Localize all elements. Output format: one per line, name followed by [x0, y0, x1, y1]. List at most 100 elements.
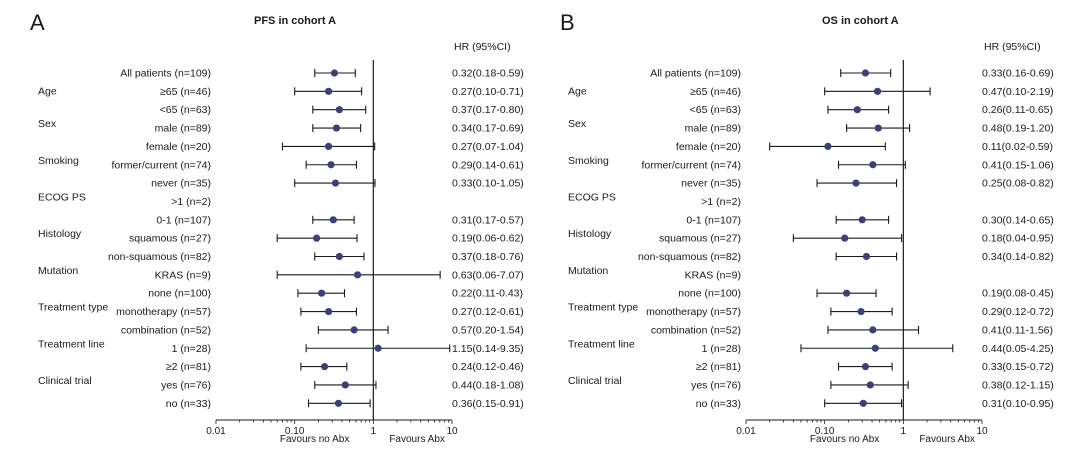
hr-point [873, 87, 882, 95]
hr-point [861, 69, 870, 77]
subgroup-label: female (n=20) [146, 141, 211, 153]
subgroup-label: monotherapy (n=57) [116, 306, 211, 318]
forest-row: Treatment line 1 (n=28) 1.15(0.14-9.35) [38, 338, 524, 355]
forest-row: never (n=35) 0.25(0.08-0.82) [681, 178, 1054, 190]
hr-ci-text: 0.36(0.15-0.91) [452, 398, 524, 410]
hr-ci-text: 0.33(0.16-0.69) [982, 68, 1054, 80]
favours-right-label: Favours Abx [919, 434, 975, 445]
subgroup-label: non-squamous (n=82) [108, 251, 211, 263]
subgroup-label: never (n=35) [681, 178, 741, 190]
hr-ci-text: 0.63(0.06-7.07) [452, 269, 524, 281]
forest-row: Age ≥65 (n=46) 0.47(0.10-2.19) [568, 85, 1054, 98]
hr-point [353, 271, 362, 279]
hr-ci-text: 0.26(0.11-0.65) [982, 104, 1053, 116]
forest-row: Treatment type monotherapy (n=57) 0.27(0.1… [38, 302, 524, 319]
hr-point [335, 106, 343, 114]
hr-ci-text: 0.31(0.10-0.95) [982, 398, 1054, 410]
hr-ci-text: 0.34(0.14-0.82) [982, 251, 1054, 263]
x-tick-label: 0.10 [285, 426, 305, 437]
hr-ci-text: 0.18(0.04-0.95) [982, 233, 1054, 245]
hr-point [374, 344, 382, 352]
group-label: Mutation [568, 265, 608, 277]
subgroup-label: >1 (n=2) [171, 196, 211, 208]
group-label: Treatment type [38, 302, 108, 314]
forest-row: ≥2 (n=81) 0.33(0.15-0.72) [696, 361, 1054, 373]
forest-row: ECOG PS >1 (n=2) [38, 191, 211, 208]
hr-ci-text: 0.27(0.12-0.61) [452, 306, 524, 318]
group-label: ECOG PS [568, 191, 616, 203]
forest-row: ECOG PS >1 (n=2) [568, 191, 741, 208]
group-label: Age [38, 85, 57, 97]
subgroup-label: combination (n=52) [651, 324, 741, 336]
hr-point [858, 216, 866, 224]
subgroup-label: never (n=35) [151, 178, 211, 190]
forest-row: <65 (n=63) 0.37(0.17-0.80) [160, 104, 524, 116]
subgroup-label: All patients (n=109) [650, 68, 741, 80]
forest-row: female (n=20) 0.27(0.07-1.04) [146, 141, 524, 153]
forest-row: none (n=100) 0.22(0.11-0.43) [148, 288, 523, 300]
hr-point [841, 234, 849, 242]
forest-row: non-squamous (n=82) 0.34(0.14-0.82) [638, 251, 1054, 263]
forest-row: Sex male (n=89) 0.34(0.17-0.69) [38, 118, 524, 135]
group-label: Age [568, 85, 587, 97]
hr-ci-text: 0.22(0.11-0.43) [452, 288, 523, 300]
forest-row: combination (n=52) 0.57(0.20-1.54) [121, 324, 524, 336]
hr-point [332, 124, 341, 132]
forest-row: no (n=33) 0.31(0.10-0.95) [696, 398, 1054, 410]
forest-row: All patients (n=109) 0.33(0.16-0.69) [650, 68, 1054, 80]
group-label: Treatment line [38, 338, 105, 350]
subgroup-label: 1 (n=28) [702, 343, 741, 355]
chart-title: PFS in cohort A [254, 15, 337, 27]
subgroup-label: 1 (n=28) [172, 343, 211, 355]
x-tick-label: 0.01 [206, 426, 226, 437]
group-label: Mutation [38, 265, 78, 277]
subgroup-label: >1 (n=2) [701, 196, 741, 208]
forest-row: All patients (n=109) 0.32(0.18-0.59) [120, 68, 524, 80]
group-label: Treatment type [568, 302, 638, 314]
subgroup-label: former/current (n=74) [112, 159, 212, 171]
hr-point [341, 381, 349, 389]
hr-point [327, 161, 335, 169]
forest-row: Sex male (n=89) 0.48(0.19-1.20) [568, 118, 1054, 135]
subgroup-label: squamous (n=27) [659, 233, 741, 245]
forest-row: non-squamous (n=82) 0.37(0.18-0.76) [108, 251, 524, 263]
hr-point [871, 344, 879, 352]
group-label: Clinical trial [568, 375, 622, 387]
chart-title: OS in cohort A [822, 15, 899, 27]
hr-point [325, 142, 333, 150]
group-label: Smoking [38, 155, 79, 167]
forest-row: ≥2 (n=81) 0.24(0.12-0.46) [166, 361, 524, 373]
subgroup-label: none (n=100) [148, 288, 211, 300]
hr-point [318, 289, 326, 297]
group-label: Histology [38, 228, 82, 240]
hr-ci-text: 0.38(0.12-1.15) [982, 379, 1054, 391]
hr-header: HR (95%CI) [454, 41, 511, 53]
hr-point [329, 216, 337, 224]
group-label: Treatment line [568, 338, 635, 350]
subgroup-label: All patients (n=109) [120, 68, 211, 80]
subgroup-label: <65 (n=63) [690, 104, 741, 116]
forest-plot-pfs: A PFS in cohort A HR (95%CI) 0.01 0.10 1 10 F… [30, 10, 524, 445]
forest-row: never (n=35) 0.33(0.10-1.05) [151, 178, 524, 190]
hr-ci-text: 0.27(0.10-0.71) [452, 86, 524, 98]
forest-row: 0-1 (n=107) 0.30(0.14-0.65) [686, 214, 1053, 226]
subgroup-label: non-squamous (n=82) [638, 251, 741, 263]
hr-point [350, 326, 358, 334]
forest-row: female (n=20) 0.11(0.02-0.59) [676, 141, 1053, 153]
hr-ci-text: 0.37(0.17-0.80) [452, 104, 524, 116]
forest-row: Age ≥65 (n=46) 0.27(0.10-0.71) [38, 85, 524, 98]
group-label: Histology [568, 228, 612, 240]
hr-ci-text: 0.19(0.06-0.62) [452, 233, 524, 245]
group-label: Sex [568, 118, 587, 130]
subgroup-label: yes (n=76) [691, 379, 741, 391]
subgroup-label: yes (n=76) [161, 379, 211, 391]
forest-plot-svg: HR (95%CI) 0.01 0.10 1 10 Favours no Abx Favou… [38, 41, 524, 445]
forest-row: Histology squamous (n=27) 0.18(0.04-0.95) [568, 228, 1054, 245]
subgroup-label: ≥2 (n=81) [166, 361, 211, 373]
x-tick-label: 0.10 [815, 426, 835, 437]
hr-point [824, 142, 832, 150]
hr-ci-text: 0.37(0.18-0.76) [452, 251, 524, 263]
x-tick-label: 0.01 [736, 426, 756, 437]
hr-ci-text: 0.47(0.10-2.19) [982, 86, 1054, 98]
subgroup-label: combination (n=52) [121, 324, 211, 336]
